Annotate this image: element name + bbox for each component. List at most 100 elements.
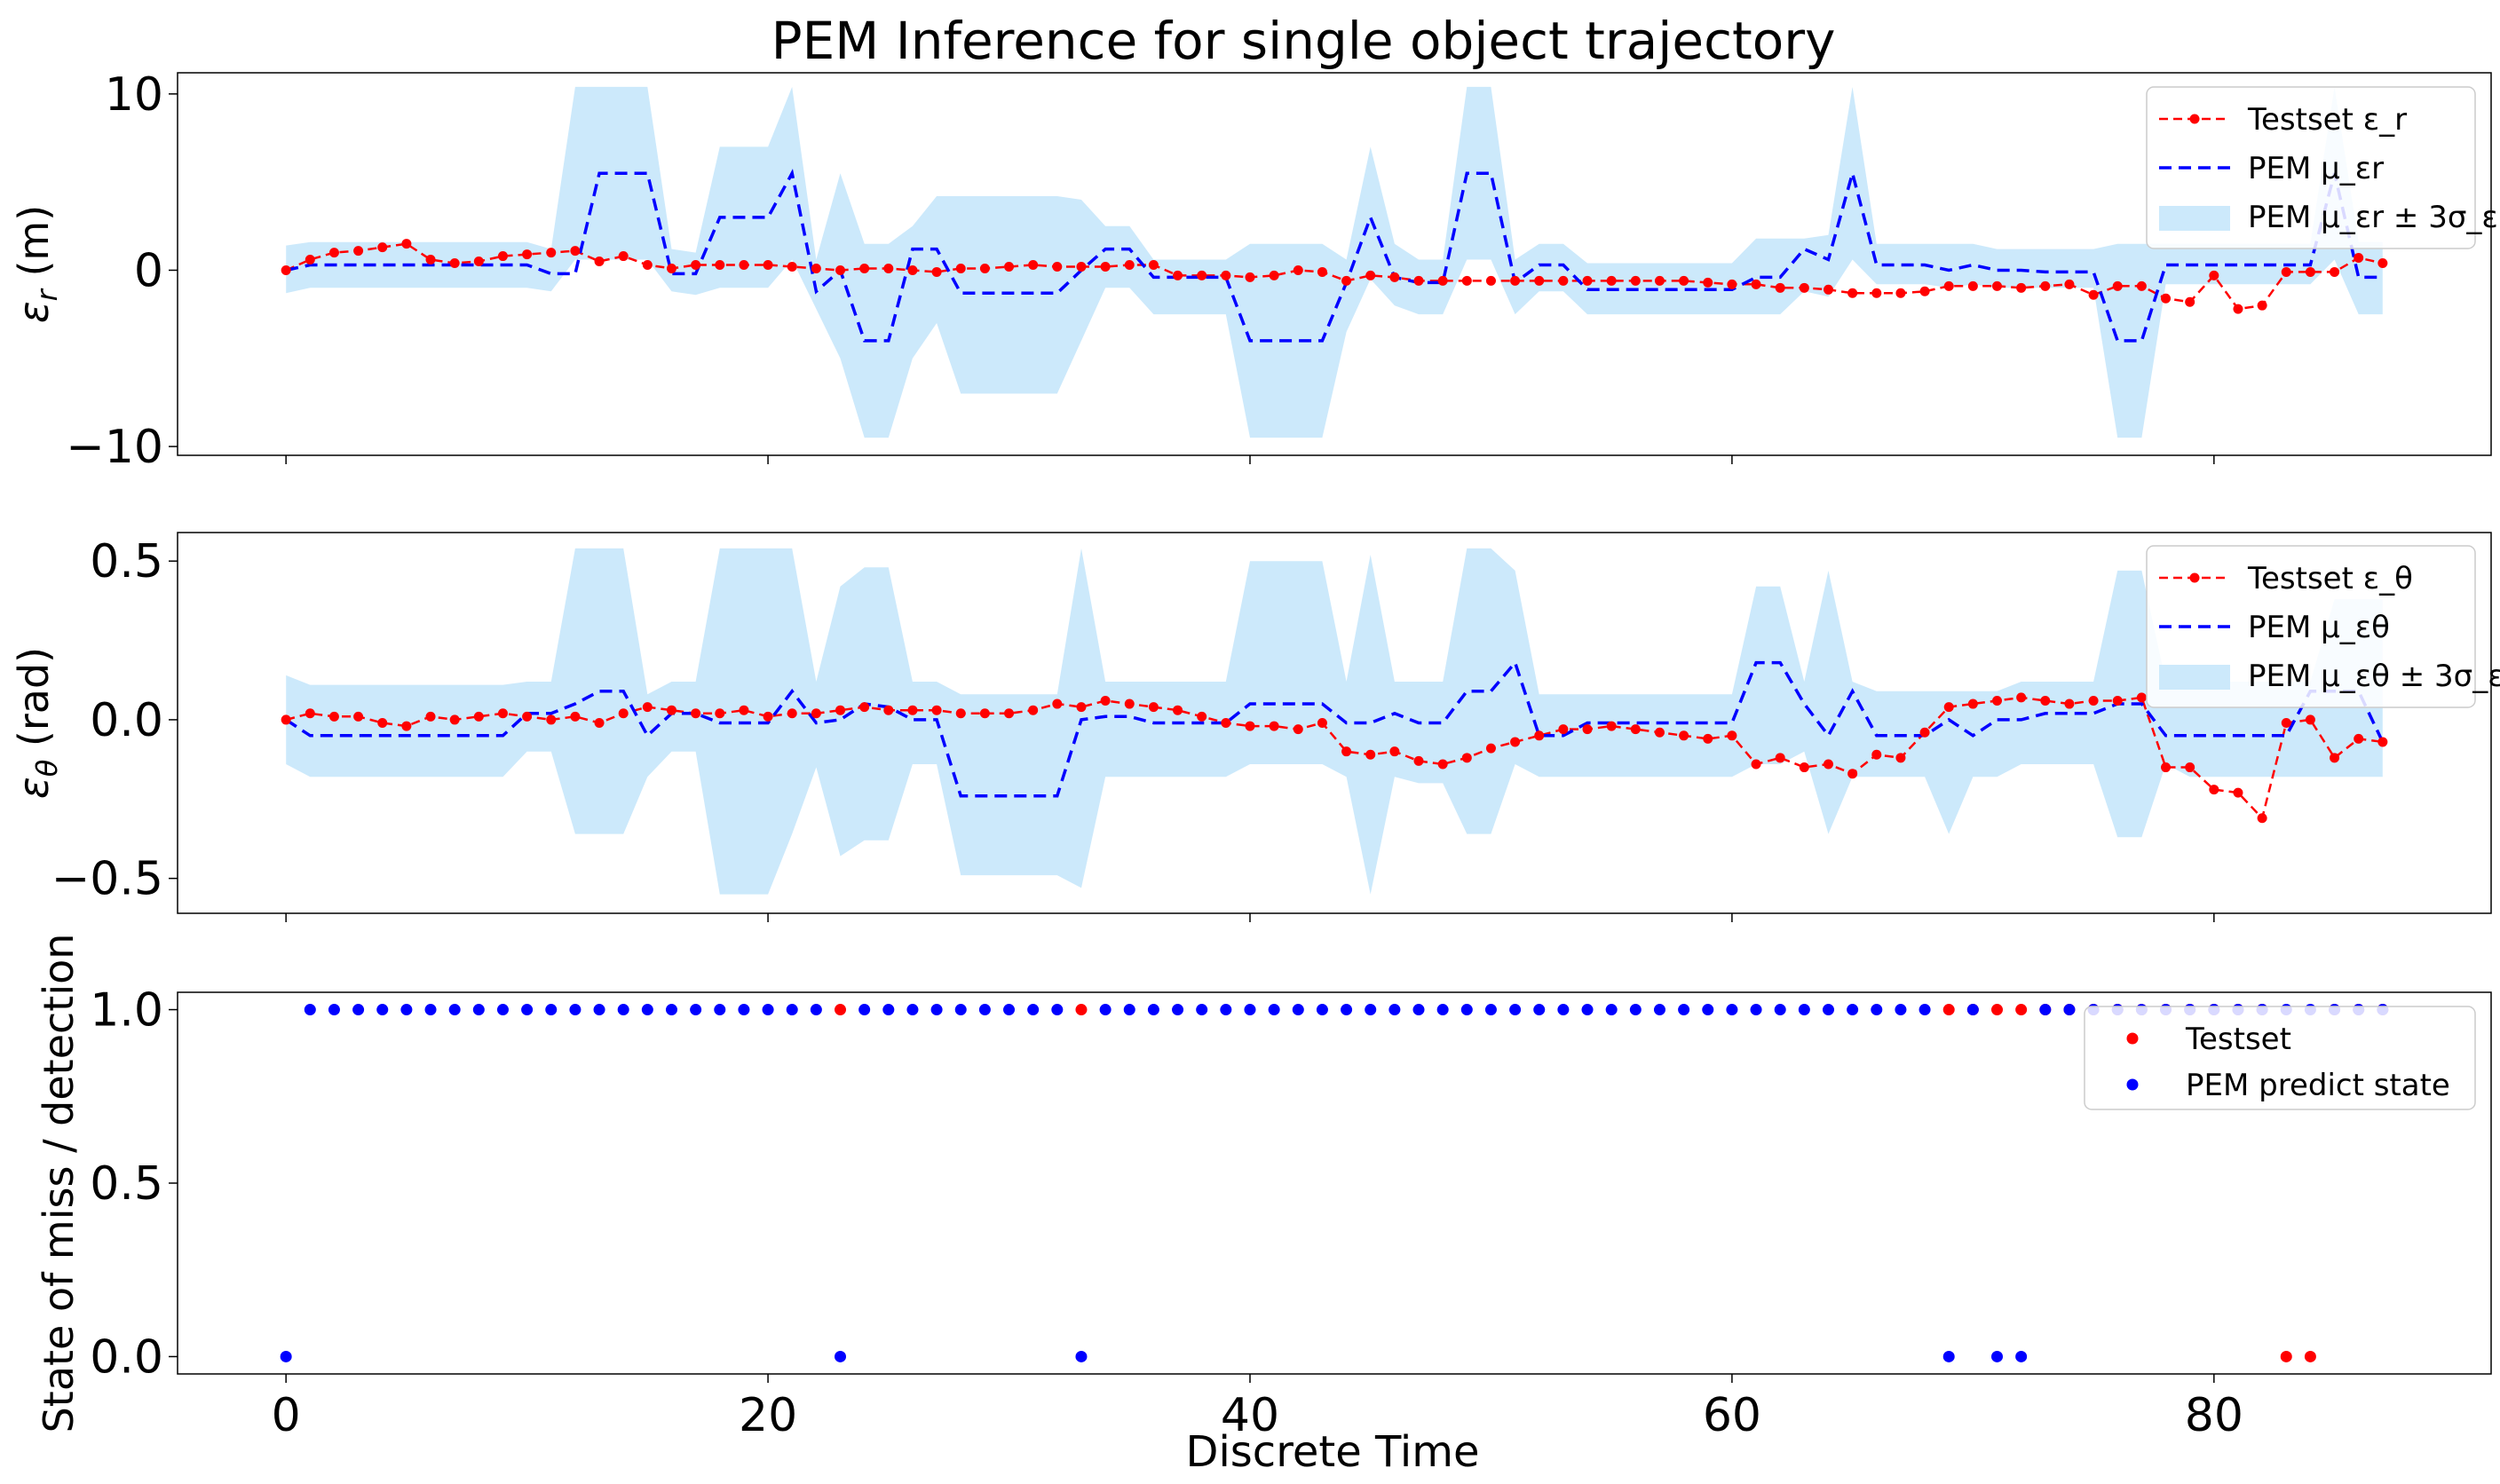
point-pem-predict-state xyxy=(304,1004,316,1016)
point-pem-predict-state xyxy=(376,1004,389,1016)
point-testset-r xyxy=(1799,282,1809,293)
point-testset-r xyxy=(497,251,508,262)
point-testset xyxy=(1991,1004,2004,1016)
point-pem-predict-state xyxy=(1798,1004,1810,1016)
point-pem-predict-state xyxy=(1557,1004,1570,1016)
point-testset-r xyxy=(449,258,460,269)
point-testset xyxy=(787,708,797,719)
point-testset-r xyxy=(1365,270,1376,280)
point-pem-predict-state xyxy=(1147,1004,1159,1016)
point-testset-r xyxy=(2305,266,2315,277)
legend-entry-pem-predict-state-marker xyxy=(2126,1078,2139,1091)
point-pem-predict-state xyxy=(1605,1004,1618,1016)
point-testset xyxy=(1028,705,1039,715)
point-testset xyxy=(1052,699,1063,709)
point-testset xyxy=(2112,695,2123,706)
point-testset-r xyxy=(1582,275,1593,286)
point-testset xyxy=(2136,692,2147,703)
point-pem-predict-state xyxy=(1268,1004,1280,1016)
point-pem-predict-state xyxy=(1388,1004,1401,1016)
point-testset-r xyxy=(1437,275,1448,286)
point-testset xyxy=(2330,753,2340,763)
point-testset-r xyxy=(425,255,436,265)
point-pem-predict-state xyxy=(1750,1004,1762,1016)
point-pem-predict-state xyxy=(762,1004,774,1016)
axes-frame xyxy=(177,532,2492,914)
point-testset xyxy=(2209,785,2219,795)
point-testset xyxy=(1727,730,1737,741)
point-testset xyxy=(353,711,364,722)
point-testset xyxy=(642,702,653,713)
point-testset xyxy=(1654,727,1665,738)
point-testset-r xyxy=(328,248,339,258)
point-testset xyxy=(1847,769,1858,779)
point-testset xyxy=(1679,730,1689,741)
y-tick-label: 0 xyxy=(134,244,163,297)
x-tick-label: 20 xyxy=(739,1389,797,1442)
point-testset-r xyxy=(1510,275,1521,286)
legend-entry-pem-r-label: PEM μ_εr xyxy=(2248,151,2384,186)
point-testset-r xyxy=(618,251,629,262)
point-testset xyxy=(2305,714,2315,725)
point-testset xyxy=(2161,762,2172,773)
legend: Testset ε_r PEM μ_εr PEM μ_εr ± 3σ_εr xyxy=(2146,86,2500,249)
point-testset xyxy=(281,714,291,725)
point-testset xyxy=(618,708,629,719)
point-testset xyxy=(1992,695,2003,706)
y-tick-label: 10 xyxy=(105,68,163,122)
point-testset xyxy=(907,705,918,715)
panel-detection-state: 0.0 0.5 1.0 0 20 40 60 80 State of miss / detect… xyxy=(35,934,2492,1442)
point-testset xyxy=(666,705,676,715)
point-testset-r xyxy=(546,248,557,258)
legend: Testset ε_θ PEM μ_εθ PEM μ_εθ ± 3σ_εθ xyxy=(2146,545,2500,708)
point-pem-predict-state xyxy=(1365,1004,1377,1016)
point-testset xyxy=(1775,753,1785,763)
point-testset-r xyxy=(1173,270,1183,280)
point-pem-predict-state xyxy=(810,1004,822,1016)
chart-title: PEM Inference for single object trajecto… xyxy=(771,11,1836,71)
legend-entry-testset-marker xyxy=(2126,1032,2139,1045)
point-testset-r xyxy=(2257,300,2267,311)
point-testset xyxy=(1895,753,1906,763)
point-pem-predict-state xyxy=(1678,1004,1690,1016)
point-testset-r xyxy=(2161,293,2172,304)
point-testset xyxy=(1197,711,1207,722)
point-pem-predict-state xyxy=(1099,1004,1112,1016)
point-testset xyxy=(835,1004,847,1016)
point-testset-r xyxy=(859,263,870,273)
point-testset-r xyxy=(666,263,676,273)
point-testset xyxy=(497,708,508,719)
point-testset-r xyxy=(787,261,797,272)
point-testset xyxy=(1582,724,1593,735)
point-testset-r xyxy=(811,263,821,273)
x-tick-label: 80 xyxy=(2185,1389,2243,1442)
point-testset-r xyxy=(1148,259,1159,270)
point-pem-predict-state xyxy=(1484,1004,1497,1016)
point-testset-r xyxy=(642,259,653,270)
point-testset-r xyxy=(2330,266,2340,277)
point-testset xyxy=(425,711,436,722)
point-testset xyxy=(1245,721,1255,731)
line-pem xyxy=(285,659,2385,798)
point-testset xyxy=(763,711,773,722)
y-tick-label: 0.0 xyxy=(90,1330,163,1384)
point-pem-predict-state xyxy=(2015,1350,2028,1362)
point-testset xyxy=(401,721,412,731)
point-pem-predict-state xyxy=(714,1004,726,1016)
point-testset xyxy=(1221,718,1231,728)
point-testset-r xyxy=(570,246,581,257)
point-testset-r xyxy=(1679,275,1689,286)
point-testset xyxy=(931,705,942,715)
point-pem-predict-state xyxy=(496,1004,509,1016)
point-testset xyxy=(305,708,315,719)
y-tick-label: 1.0 xyxy=(90,984,163,1038)
point-testset-r xyxy=(2377,258,2388,269)
legend-entry-pem-3-label: PEM μ_εθ ± 3σ_εθ xyxy=(2248,659,2500,694)
legend: Testset PEM predict state xyxy=(2084,1006,2476,1110)
point-pem-predict-state xyxy=(1460,1004,1473,1016)
point-testset-r xyxy=(1052,261,1063,272)
point-testset-r xyxy=(2112,280,2123,291)
y-tick-label: 0.5 xyxy=(90,1157,163,1211)
point-testset xyxy=(2015,1004,2028,1016)
legend-entry-testset-r-label: Testset ε_r xyxy=(2247,102,2407,138)
